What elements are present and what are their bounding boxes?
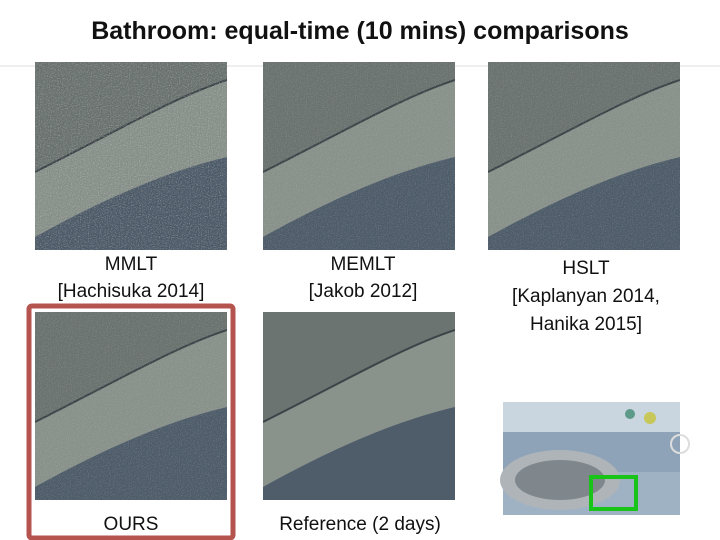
scene-thumbnail	[500, 402, 690, 515]
panel-label: HSLT	[562, 258, 610, 279]
panel-label: MMLT	[105, 254, 158, 275]
panel-label: OURS	[104, 514, 159, 535]
panel-label: Reference (2 days)	[279, 514, 441, 535]
ours-image	[35, 312, 227, 500]
mmlt-image	[35, 62, 227, 250]
hslt-image	[488, 62, 680, 250]
highlight-box	[26, 303, 236, 540]
crop-marker	[589, 475, 638, 511]
panel-label: Hanika 2015]	[530, 314, 642, 335]
slide-title: Bathroom: equal-time (10 mins) compariso…	[91, 17, 629, 45]
panel-label: [Hachisuka 2014]	[58, 281, 205, 302]
reference-image	[263, 312, 455, 500]
panel-label: [Kaplanyan 2014,	[512, 286, 660, 307]
memlt-image	[263, 62, 455, 250]
panel-label: [Jakob 2012]	[309, 281, 418, 302]
panel-label: MEMLT	[330, 254, 395, 275]
